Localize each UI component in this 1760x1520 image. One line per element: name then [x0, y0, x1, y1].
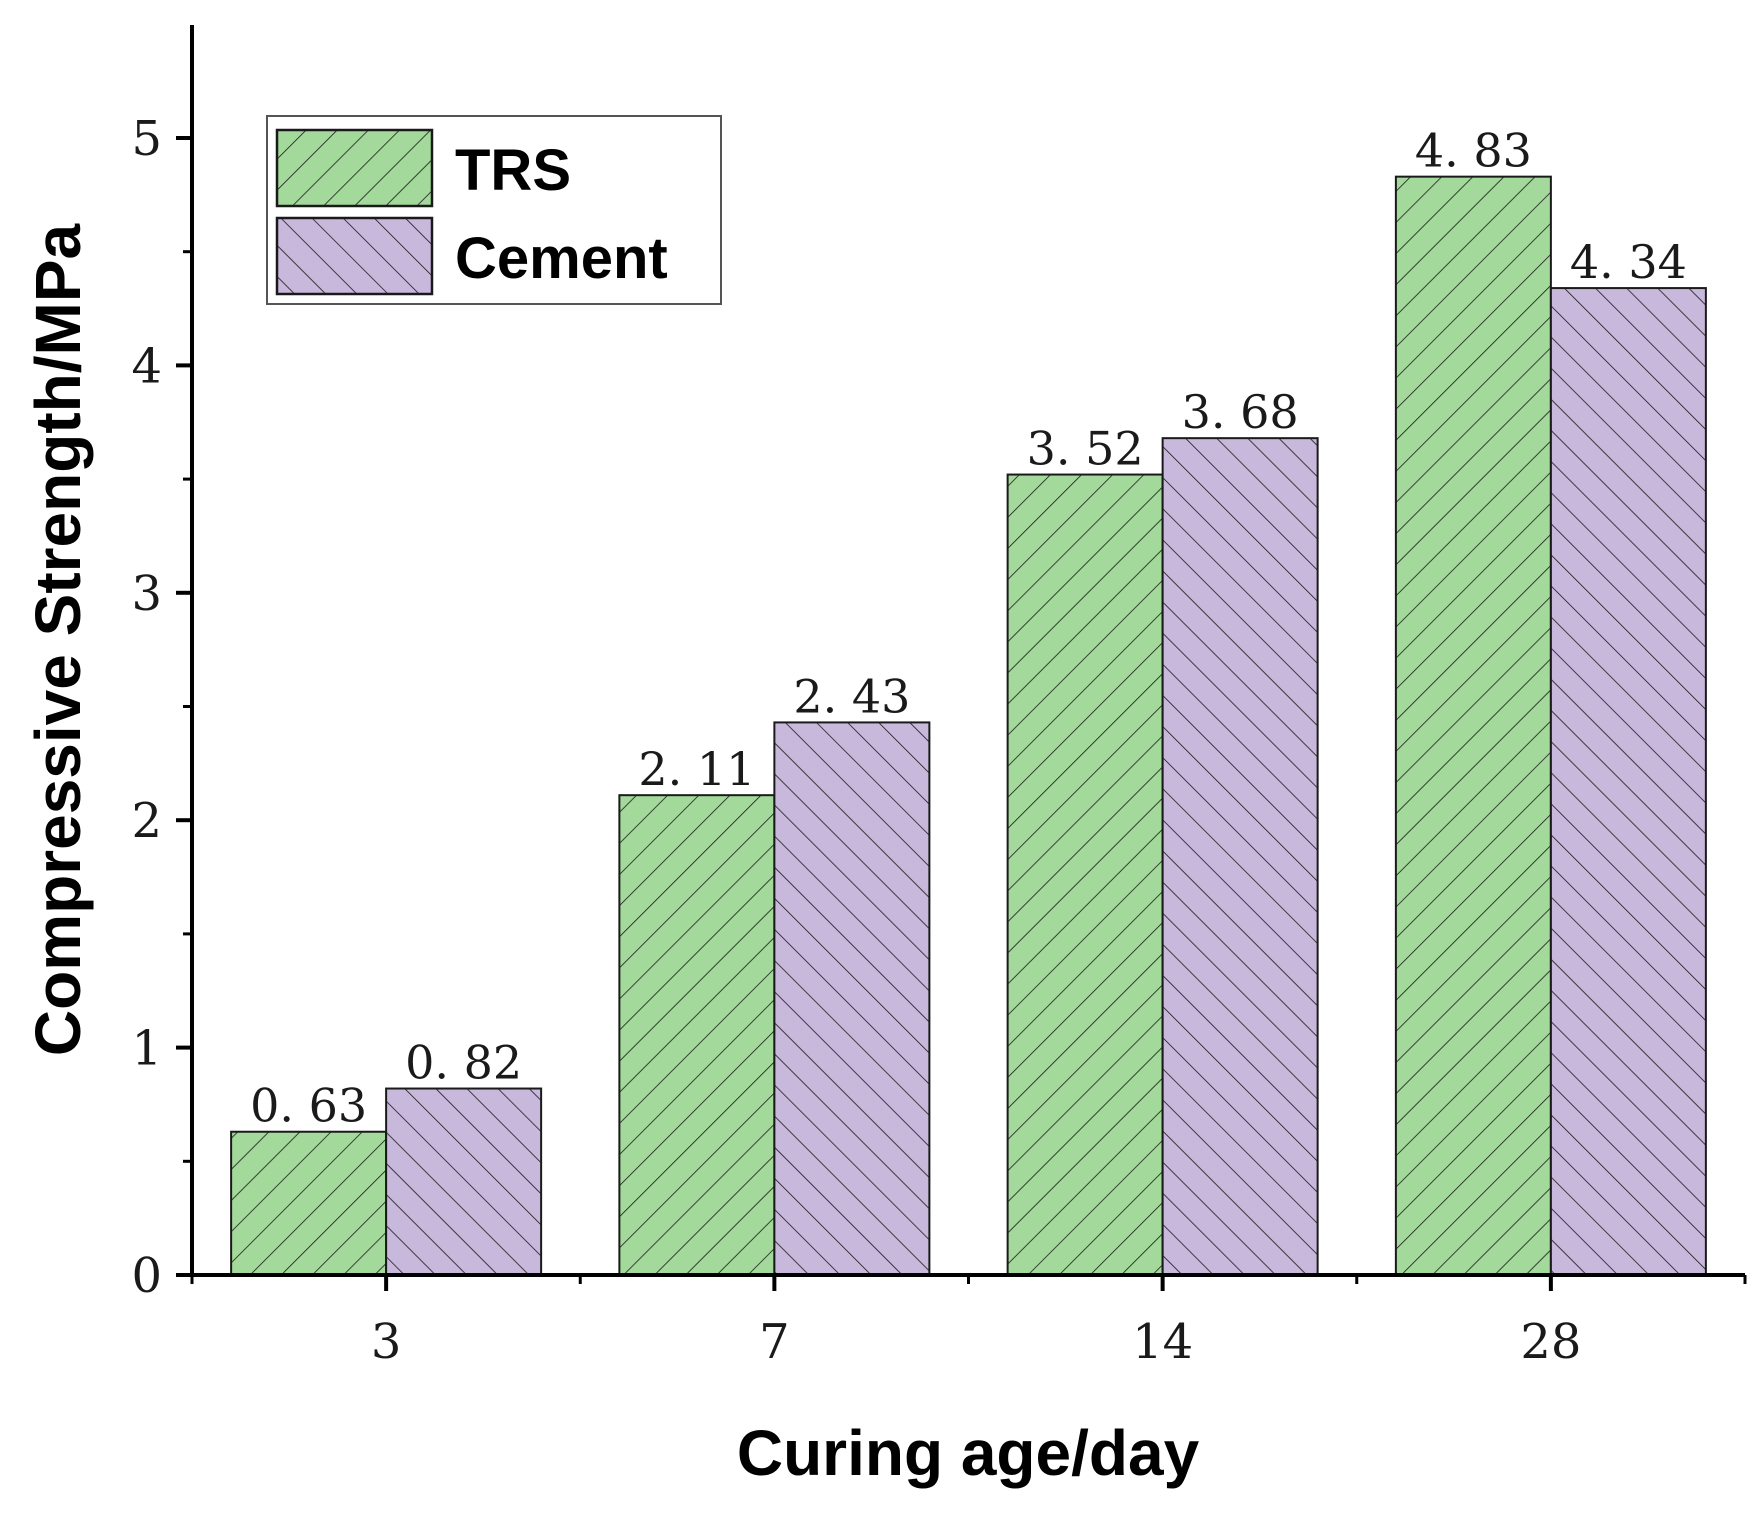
legend-label-trs: TRS [455, 138, 571, 203]
bar-hatch-trs-3 [230, 1130, 388, 1277]
x-ticks-layer: 3 7 14 28 [190, 1275, 1747, 1370]
y-axis-title: Compressive Strength/MPa [22, 223, 94, 1056]
data-label-cement-3: 0. 82 [405, 1036, 522, 1090]
x-tick-label: 14 [1132, 1314, 1193, 1370]
data-label-cement-7: 2. 43 [793, 669, 910, 723]
y-tick-label: 3 [131, 566, 162, 622]
bar-hatch-cement-3 [385, 1087, 543, 1276]
bars-layer [230, 175, 1707, 1277]
data-labels-layer: 0. 63 0. 82 2. 11 2. 43 3. 52 3. 68 4. 83 4. 34 [250, 124, 1687, 1133]
bar-hatch-cement-28 [1549, 287, 1707, 1277]
legend-swatch-trs-hatch [277, 130, 432, 206]
legend: TRS Cement [266, 115, 722, 305]
bar-hatch-trs-14 [1006, 473, 1164, 1276]
data-label-cement-14: 3. 68 [1182, 385, 1299, 439]
bar-hatch-cement-7 [773, 721, 931, 1276]
y-tick-label: 1 [131, 1021, 162, 1077]
data-label-trs-7: 2. 11 [638, 742, 755, 796]
y-tick-label: 0 [131, 1248, 162, 1304]
x-tick-label: 28 [1520, 1314, 1581, 1370]
y-tick-label: 2 [131, 793, 162, 849]
x-axis-title: Curing age/day [737, 1417, 1200, 1489]
x-tick-label: 7 [759, 1314, 790, 1370]
y-tick-label: 4 [131, 338, 162, 394]
legend-swatch-cement-hatch [277, 218, 432, 294]
data-label-trs-14: 3. 52 [1027, 422, 1144, 476]
bar-hatch-trs-7 [618, 794, 776, 1276]
bar-hatch-trs-28 [1394, 175, 1552, 1277]
data-label-trs-28: 4. 83 [1415, 124, 1532, 178]
data-label-cement-28: 4. 34 [1570, 235, 1687, 289]
data-label-trs-3: 0. 63 [250, 1079, 367, 1133]
y-ticks-layer: 0 1 2 3 4 5 [131, 111, 192, 1304]
legend-label-cement: Cement [455, 226, 668, 291]
x-tick-label: 3 [371, 1314, 402, 1370]
y-tick-label: 5 [131, 111, 162, 167]
bar-hatch-cement-14 [1161, 437, 1319, 1276]
